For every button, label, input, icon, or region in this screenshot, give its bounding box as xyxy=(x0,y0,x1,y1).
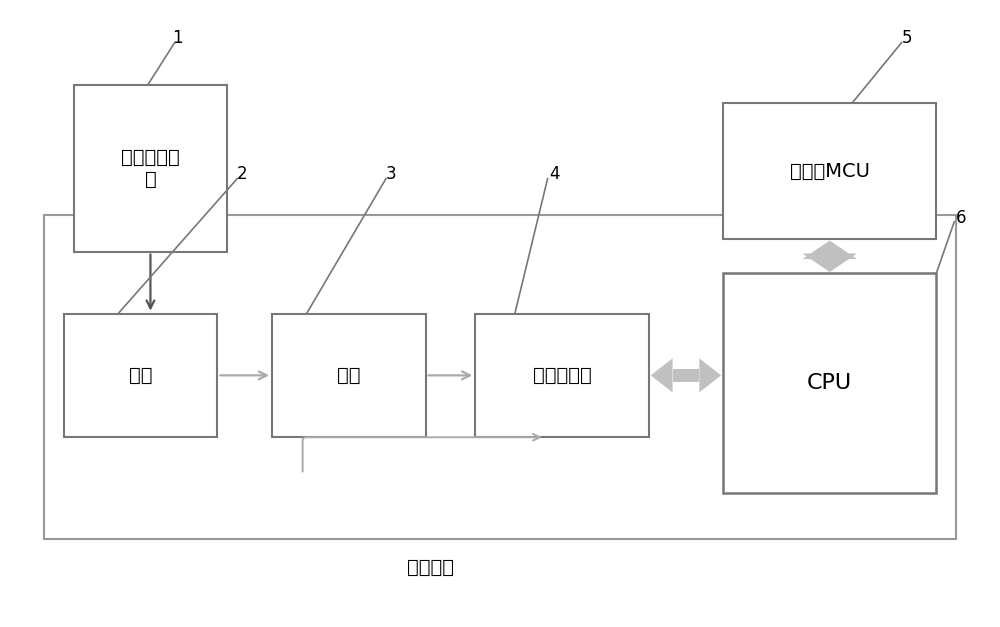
Polygon shape xyxy=(651,359,673,393)
Bar xyxy=(272,314,426,437)
Bar xyxy=(64,314,217,437)
Text: 2: 2 xyxy=(237,166,247,183)
Bar xyxy=(723,273,936,493)
Text: 3: 3 xyxy=(386,166,396,183)
Text: 放大: 放大 xyxy=(337,366,361,385)
Bar xyxy=(819,253,841,259)
Text: 6: 6 xyxy=(956,209,966,226)
Text: 起搏器MCU: 起搏器MCU xyxy=(790,162,870,181)
Bar xyxy=(673,369,699,382)
Text: 4: 4 xyxy=(549,166,560,183)
Polygon shape xyxy=(802,241,857,259)
Polygon shape xyxy=(699,359,721,393)
Text: 5: 5 xyxy=(901,29,912,47)
Text: 滤波: 滤波 xyxy=(129,366,152,385)
Bar xyxy=(723,103,936,240)
Bar xyxy=(74,85,227,251)
Text: CPU: CPU xyxy=(807,373,852,393)
Text: 1: 1 xyxy=(172,29,183,47)
Polygon shape xyxy=(802,253,857,272)
Text: 加速度传感
器: 加速度传感 器 xyxy=(121,147,180,189)
Bar xyxy=(44,214,956,539)
Text: 采样频率: 采样频率 xyxy=(407,557,454,577)
Text: 模数转换器: 模数转换器 xyxy=(533,366,591,385)
Bar xyxy=(475,314,649,437)
